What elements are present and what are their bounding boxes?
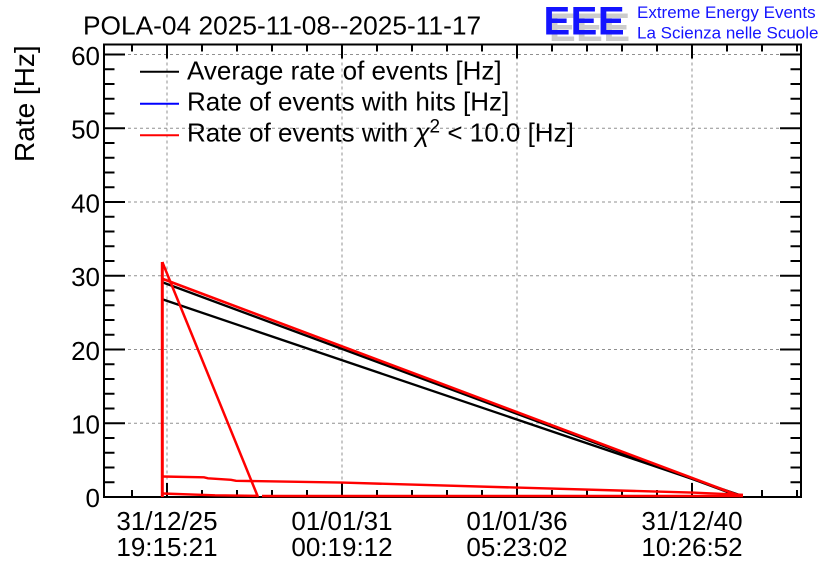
svg-text:19:15:21: 19:15:21: [116, 532, 217, 562]
svg-text:01/01/31: 01/01/31: [291, 506, 392, 536]
svg-text:POLA-04 2025-11-08--2025-11-17: POLA-04 2025-11-08--2025-11-17: [83, 11, 481, 41]
svg-text:EEE: EEE: [544, 0, 626, 44]
svg-text:Rate of events with χ2 < 10.0: Rate of events with χ2 < 10.0 [Hz]: [187, 116, 574, 147]
svg-text:01/01/36: 01/01/36: [466, 506, 567, 536]
svg-text:0: 0: [86, 483, 100, 513]
svg-text:40: 40: [71, 188, 100, 218]
svg-text:Extreme Energy Events: Extreme Energy Events: [637, 3, 816, 22]
svg-text:Rate of events with hits [Hz]: Rate of events with hits [Hz]: [187, 86, 509, 116]
svg-text:05:23:02: 05:23:02: [466, 532, 567, 562]
svg-text:Rate [Hz]: Rate [Hz]: [9, 45, 40, 162]
svg-text:EEE: EEE: [549, 6, 631, 50]
svg-text:60: 60: [71, 41, 100, 71]
svg-text:31/12/25: 31/12/25: [116, 506, 217, 536]
svg-text:20: 20: [71, 336, 100, 366]
svg-text:30: 30: [71, 262, 100, 292]
svg-text:10: 10: [71, 410, 100, 440]
svg-text:00:19:12: 00:19:12: [291, 532, 392, 562]
svg-text:10:26:52: 10:26:52: [641, 532, 742, 562]
svg-text:50: 50: [71, 115, 100, 145]
svg-text:31/12/40: 31/12/40: [641, 506, 742, 536]
svg-text:Average rate of events [Hz]: Average rate of events [Hz]: [187, 55, 502, 85]
svg-text:La Scienza nelle Scuole: La Scienza nelle Scuole: [637, 24, 818, 43]
